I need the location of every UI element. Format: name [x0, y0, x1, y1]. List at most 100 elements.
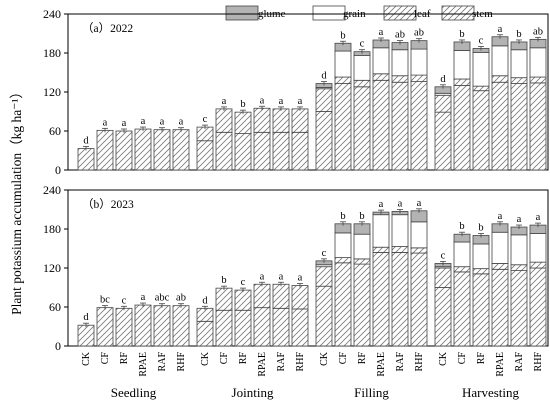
category-label: CK	[200, 351, 211, 366]
bar-segment-leaf	[315, 88, 333, 112]
bar-RHF: a	[291, 96, 309, 171]
bar-RPAE: a	[253, 95, 271, 171]
bar-RPAE: a	[372, 199, 390, 347]
significance-label: a	[417, 198, 422, 209]
bar-segment-stem	[272, 307, 290, 347]
significance-label: b	[516, 29, 521, 40]
bar-segment-grain	[472, 243, 490, 270]
bar-segment-stem	[115, 307, 133, 347]
bar-segment-stem	[453, 85, 471, 171]
category-label: RF	[119, 352, 130, 365]
bar-segment-grain	[391, 49, 409, 77]
stage-label: Filling	[354, 385, 389, 400]
significance-label: a	[379, 27, 384, 38]
significance-label: b	[359, 211, 364, 222]
bar-segment-leaf	[234, 111, 252, 135]
bar-CF: b	[453, 29, 471, 171]
bar-segment-leaf	[410, 74, 428, 82]
legend-swatch-stem	[441, 5, 475, 21]
bar-segment-leaf	[353, 79, 371, 88]
category-label: RPAE	[495, 352, 506, 377]
bar-segment-leaf	[215, 108, 233, 133]
bar-segment-stem	[372, 79, 390, 171]
bar-segment-stem	[529, 267, 547, 347]
bar-segment-stem	[472, 90, 490, 171]
bar-segment-stem	[315, 285, 333, 347]
bar-segment-leaf	[434, 267, 452, 288]
bar-segment-leaf	[472, 268, 490, 275]
bar-CF: b	[334, 211, 352, 347]
bar-RHF: ab	[172, 293, 190, 347]
bar-RAF: b	[510, 29, 528, 171]
bar-CF: a	[215, 96, 233, 171]
bar-segment-grain	[410, 221, 428, 249]
significance-label: d	[83, 312, 89, 323]
bar-segment-stem	[134, 304, 152, 347]
bar-segment-stem	[391, 81, 409, 171]
panel-label: （a）2022	[82, 22, 133, 35]
bar-RF: a	[115, 118, 133, 171]
bar-segment-stem	[96, 307, 114, 347]
significance-label: c	[360, 39, 365, 50]
bar-segment-stem	[491, 268, 509, 347]
bar-segment-stem	[272, 131, 290, 171]
bar-segment-grain	[334, 232, 352, 258]
bar-segment-stem	[77, 148, 95, 171]
category-label: CK	[81, 351, 92, 366]
significance-label: a	[498, 211, 503, 222]
bar-segment-stem	[172, 305, 190, 347]
significance-label: a	[298, 96, 303, 107]
significance-label: a	[279, 271, 284, 282]
bar-segment-stem	[134, 128, 152, 171]
bar-segment-stem	[434, 111, 452, 171]
significance-label: a	[379, 199, 384, 210]
bar-RHF: a	[172, 117, 190, 171]
bar-segment-stem	[77, 324, 95, 347]
bar-segment-grain	[334, 50, 352, 78]
category-label: RHF	[295, 352, 306, 372]
bar-segment-stem	[372, 251, 390, 347]
bar-segment-leaf	[353, 258, 371, 265]
category-label: RF	[357, 352, 368, 365]
bar-segment-grain	[510, 234, 528, 266]
significance-label: a	[260, 271, 265, 282]
bar-RHF: a	[291, 273, 309, 347]
bar-segment-leaf	[391, 75, 409, 83]
y-tick-label: 180	[43, 222, 61, 236]
bar-RPAE: a	[491, 24, 509, 171]
bar-segment-stem	[253, 307, 271, 347]
bar-CK: c	[434, 250, 452, 347]
category-label: CK	[319, 351, 330, 366]
bar-segment-leaf	[334, 76, 352, 84]
bar-segment-leaf	[253, 283, 271, 309]
bar-segment-grain	[491, 45, 509, 77]
y-tick-label: 120	[43, 85, 61, 99]
bar-CF: b	[215, 275, 233, 347]
bar-CF: a	[96, 117, 114, 171]
bar-RPAE: a	[372, 27, 390, 171]
bar-segment-leaf	[272, 283, 290, 309]
significance-label: a	[517, 214, 522, 225]
bar-segment-stem	[196, 320, 214, 347]
bar-RF: b	[353, 211, 371, 347]
bar-RAF: a	[272, 271, 290, 347]
category-label: CK	[438, 351, 449, 366]
category-label: RF	[238, 352, 249, 365]
y-tick-label: 0	[55, 339, 61, 353]
bar-RF: c	[234, 277, 252, 347]
y-axis-label: Plant potassium accumulation（kg ha⁻¹）	[9, 85, 24, 315]
bar-CF: b	[453, 221, 471, 347]
category-label: CF	[457, 352, 468, 365]
bar-segment-stem	[391, 251, 409, 347]
bar-RHF: ab	[410, 28, 428, 171]
significance-label: a	[398, 198, 403, 209]
significance-label: a	[141, 292, 146, 303]
bar-segment-grain	[372, 214, 390, 248]
stage-label: Harvesting	[462, 385, 520, 400]
bar-segment-stem	[153, 305, 171, 347]
significance-label: a	[179, 117, 184, 128]
bar-segment-stem	[334, 262, 352, 347]
bar-segment-leaf	[372, 73, 390, 81]
